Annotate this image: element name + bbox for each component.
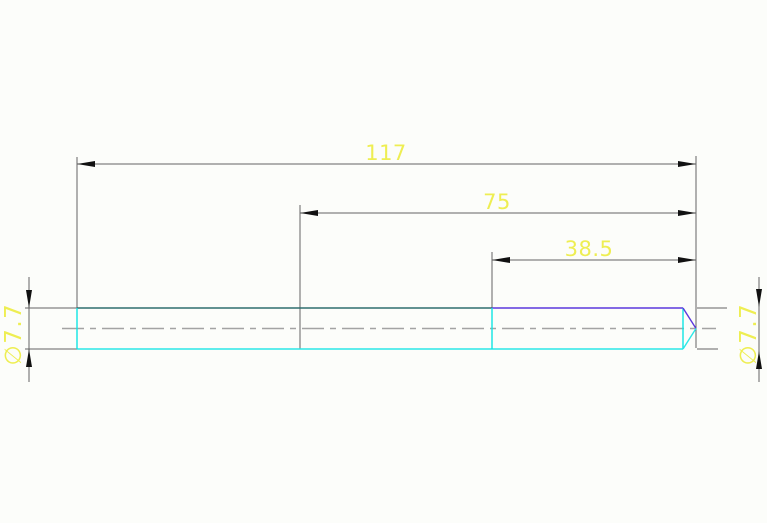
arrowhead-right-dia-bottom xyxy=(756,351,762,369)
arrowhead-right-dia-top xyxy=(756,289,762,307)
dim-text-right-diameter: ∅7.7 xyxy=(736,303,762,366)
arrowhead-left-dia-top xyxy=(26,290,32,308)
arrowhead-38-5-left xyxy=(492,257,510,263)
arrowhead-117-left xyxy=(77,161,95,167)
dim-text-tip-length: 38.5 xyxy=(565,237,614,261)
arrowhead-117-right xyxy=(678,161,696,167)
dim-text-left-diameter: ∅7.7 xyxy=(1,303,27,366)
arrowhead-75-right xyxy=(678,210,696,216)
dim-text-overall-length: 117 xyxy=(365,141,407,165)
arrowhead-left-dia-bottom xyxy=(26,349,32,367)
arrowhead-75-left xyxy=(300,210,318,216)
shaft-tip-lower-diagonal xyxy=(682,328,697,350)
dim-text-intermediate-length: 75 xyxy=(483,190,511,214)
arrowhead-38-5-right xyxy=(678,257,696,263)
shaft-tip-upper-diagonal xyxy=(682,307,697,329)
